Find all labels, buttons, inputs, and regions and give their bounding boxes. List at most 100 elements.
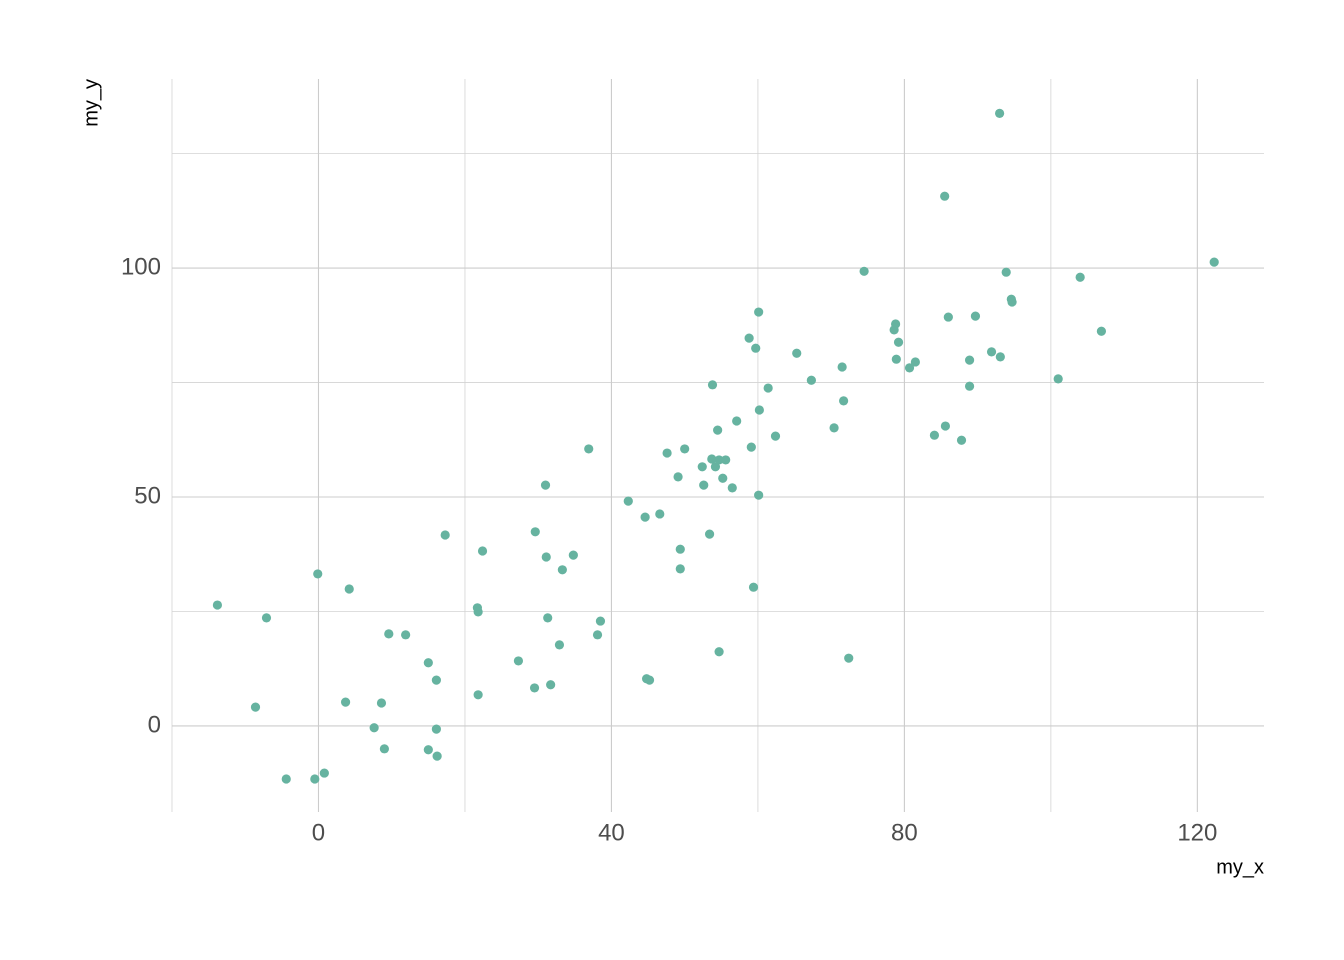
point [623, 496, 633, 506]
point [473, 690, 483, 700]
point [844, 653, 854, 663]
point [313, 569, 323, 579]
point [376, 698, 387, 708]
point [1001, 267, 1011, 277]
point [707, 454, 717, 464]
point [431, 724, 441, 734]
point [369, 723, 379, 733]
point [995, 108, 1005, 118]
point [704, 529, 715, 539]
point [754, 405, 764, 415]
point [1209, 257, 1219, 267]
point [732, 416, 742, 426]
point [964, 381, 975, 391]
point [839, 396, 849, 406]
point [379, 744, 389, 754]
point [423, 745, 433, 755]
point [940, 191, 950, 201]
point [595, 616, 606, 626]
point [477, 546, 488, 556]
point [557, 565, 567, 575]
point [1096, 326, 1107, 336]
y-tick-label: 50 [134, 482, 161, 509]
point [697, 462, 707, 472]
point [1075, 272, 1085, 282]
point [340, 697, 351, 707]
point [710, 462, 721, 472]
point [721, 455, 731, 465]
point [713, 425, 723, 435]
point [699, 480, 709, 490]
point [546, 680, 556, 690]
x-tick-label: 40 [598, 819, 625, 846]
point [440, 530, 450, 540]
point [910, 357, 920, 367]
x-tick-label: 120 [1177, 819, 1217, 846]
point [929, 430, 940, 440]
point [986, 347, 997, 357]
point [680, 444, 690, 454]
point [541, 552, 551, 562]
point [714, 647, 724, 657]
point [584, 444, 594, 454]
point [310, 774, 320, 784]
point [770, 431, 781, 441]
point [806, 375, 816, 385]
point [401, 630, 411, 640]
point [675, 544, 685, 554]
point [261, 613, 272, 623]
point [893, 337, 904, 347]
point [751, 343, 761, 353]
point [837, 362, 847, 372]
point [554, 640, 565, 650]
point [431, 675, 441, 685]
point [792, 348, 802, 358]
point [432, 751, 442, 761]
point [943, 312, 953, 322]
point [473, 607, 483, 617]
point [727, 483, 737, 493]
point [250, 702, 261, 712]
point [754, 490, 764, 500]
point [1053, 374, 1063, 384]
point [655, 509, 665, 519]
point [956, 435, 967, 445]
point [714, 455, 724, 465]
point [904, 363, 915, 373]
point [592, 630, 603, 640]
y-tick-label: 0 [148, 711, 161, 738]
point [540, 480, 551, 490]
point [513, 656, 524, 666]
point [744, 333, 754, 343]
point [423, 658, 433, 668]
point [970, 311, 981, 321]
point [940, 421, 951, 431]
point [662, 448, 672, 458]
point [543, 613, 553, 623]
point [529, 683, 540, 693]
point [707, 380, 718, 390]
point [748, 582, 759, 592]
point [319, 768, 329, 778]
x-axis-title: my_x [1216, 856, 1264, 878]
point [212, 600, 223, 610]
point [746, 442, 756, 452]
x-tick-label: 80 [891, 819, 918, 846]
point [568, 550, 578, 560]
point [829, 423, 839, 433]
point [673, 472, 683, 482]
point [859, 266, 869, 276]
point [344, 584, 354, 594]
y-axis-title: my_y [80, 79, 102, 127]
point [718, 473, 728, 483]
point [995, 352, 1005, 362]
y-tick-label: 100 [121, 253, 161, 280]
point [964, 355, 975, 365]
point [640, 512, 650, 522]
point [530, 527, 540, 537]
x-tick-label: 0 [312, 819, 325, 846]
point [1007, 297, 1017, 307]
point [281, 774, 291, 784]
point [384, 629, 394, 639]
